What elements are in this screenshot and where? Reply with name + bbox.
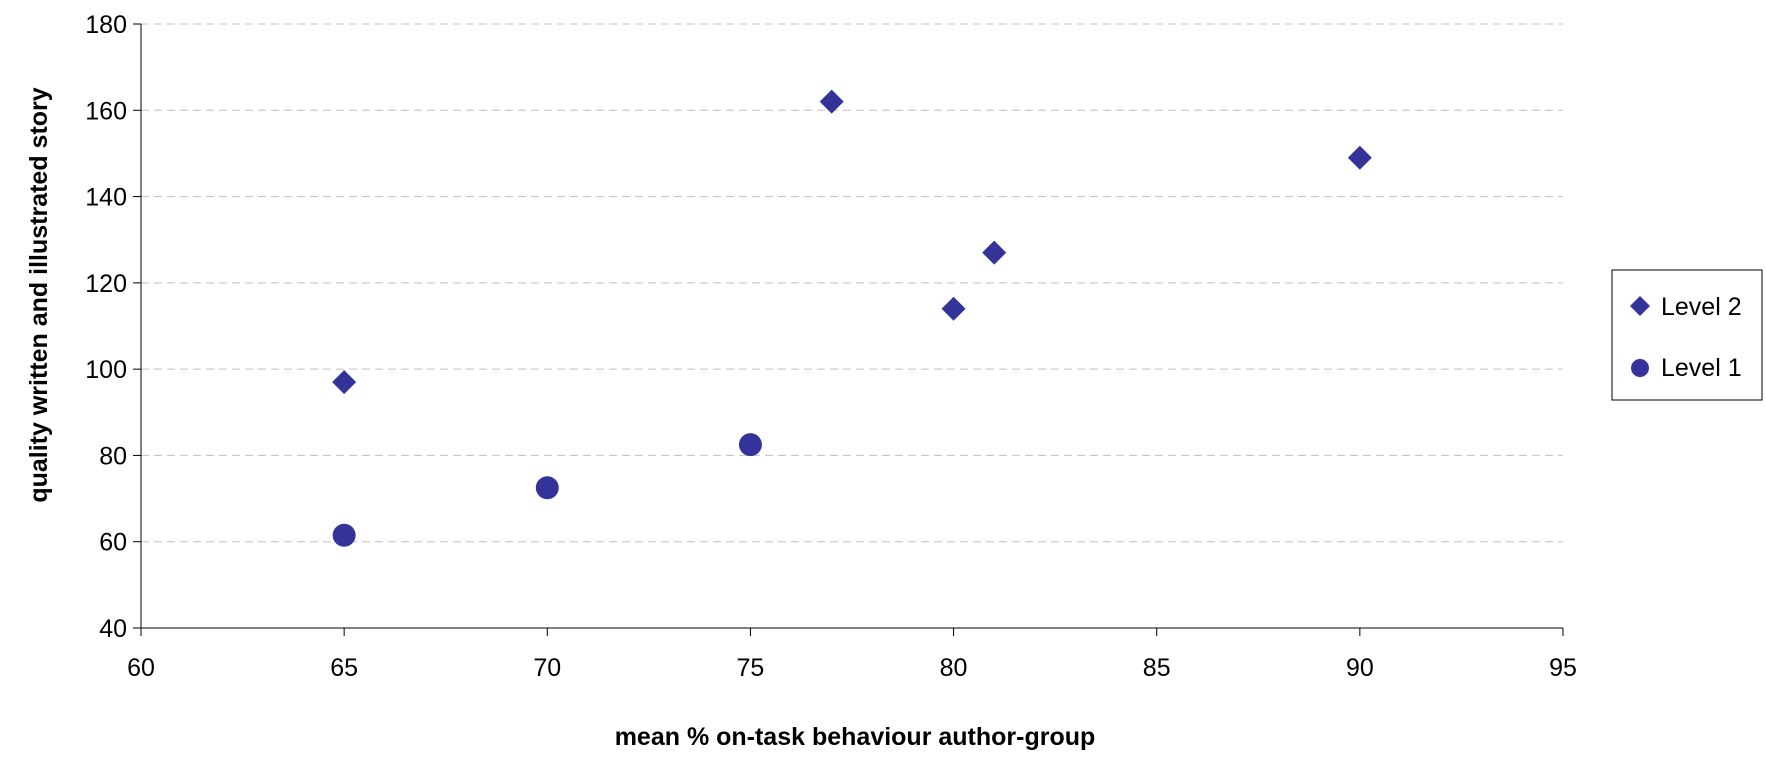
legend: Level 2 Level 1 bbox=[1611, 269, 1763, 401]
x-tick-label-75: 75 bbox=[737, 654, 765, 682]
x-axis-title: mean % on-task behaviour author-group bbox=[615, 723, 1096, 751]
point-level-2-1 bbox=[819, 89, 844, 114]
x-tick-label-85: 85 bbox=[1143, 654, 1171, 682]
legend-marker-diamond bbox=[1630, 296, 1650, 316]
x-tick-label-80: 80 bbox=[940, 654, 968, 682]
data-points bbox=[332, 89, 1372, 547]
y-tick-label-60: 60 bbox=[99, 529, 127, 557]
legend-marker-circle bbox=[1631, 359, 1649, 377]
legend-label-level-2: Level 2 bbox=[1661, 293, 1742, 321]
point-level-2-4 bbox=[1347, 145, 1372, 170]
x-tick-label-90: 90 bbox=[1346, 654, 1374, 682]
axes bbox=[133, 23, 1564, 636]
legend-label-level-1: Level 1 bbox=[1661, 354, 1742, 382]
point-level-2-0 bbox=[332, 370, 357, 395]
x-tick-label-65: 65 bbox=[330, 654, 358, 682]
gridlines bbox=[141, 23, 1563, 543]
y-axis-title: quality written and illustrated story bbox=[25, 87, 53, 502]
x-tick-label-95: 95 bbox=[1549, 654, 1577, 682]
y-tick-label-140: 140 bbox=[85, 184, 127, 212]
point-level-2-2 bbox=[941, 296, 966, 321]
y-tick-label-180: 180 bbox=[85, 11, 127, 39]
y-tick-label-40: 40 bbox=[99, 615, 127, 643]
legend-box bbox=[1611, 269, 1763, 401]
point-level-1-1 bbox=[535, 476, 559, 500]
x-tick-label-60: 60 bbox=[127, 654, 155, 682]
y-tick-label-100: 100 bbox=[85, 356, 127, 384]
x-tick-label-70: 70 bbox=[533, 654, 561, 682]
point-level-1-2 bbox=[738, 433, 762, 457]
point-level-1-0 bbox=[332, 523, 356, 547]
y-tick-label-160: 160 bbox=[85, 97, 127, 125]
y-tick-label-80: 80 bbox=[99, 442, 127, 470]
point-level-2-3 bbox=[982, 240, 1007, 265]
y-tick-label-120: 120 bbox=[85, 270, 127, 298]
